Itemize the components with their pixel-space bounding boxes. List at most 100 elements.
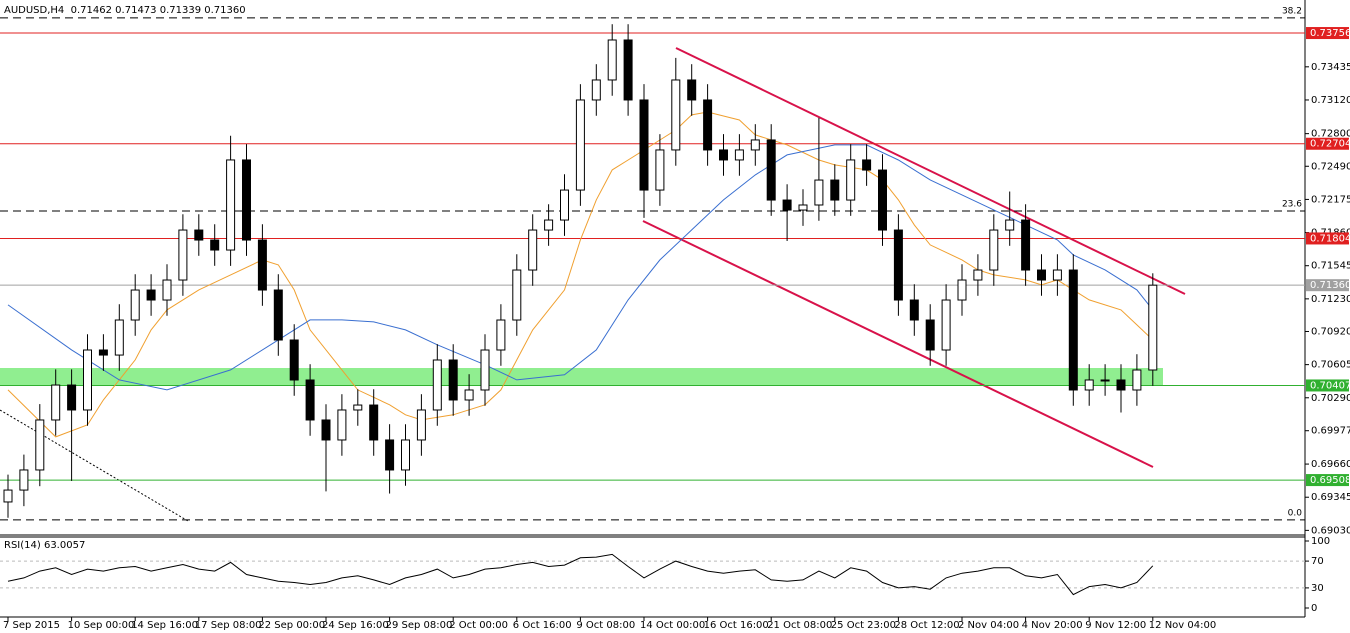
x-tick-label: 14 Sep 16:00 (131, 620, 198, 631)
y-tick-label: 0.72490 (1311, 161, 1350, 172)
candle-body (83, 349, 92, 411)
rsi-tick-label: 100 (1311, 536, 1330, 547)
candle-body (210, 239, 220, 251)
candle-body (591, 79, 601, 101)
candle-body (401, 439, 410, 471)
candle-body (830, 179, 840, 201)
candle-body (639, 99, 649, 191)
candle-body (257, 239, 267, 291)
candle-body (1021, 219, 1031, 271)
candle-body (734, 149, 744, 161)
candle-body (575, 99, 585, 191)
candle-body (114, 319, 124, 356)
y-tick-label: 0.69977 (1311, 426, 1350, 437)
candle-body (19, 469, 29, 491)
candle-body (671, 79, 681, 151)
x-tick-label: 29 Sep 08:00 (386, 620, 453, 631)
rsi-tick-label: 30 (1311, 583, 1324, 594)
y-tick-label: 0.70290 (1311, 393, 1350, 404)
chart-header: AUDUSD,H4 0.71462 0.71473 0.71339 0.7136… (4, 5, 246, 16)
price-label: 0.69508 (1310, 475, 1350, 486)
candle-body (703, 99, 713, 151)
candle-body (719, 149, 728, 161)
price-label-box (1306, 279, 1349, 292)
x-tick-label: 24 Sep 16:00 (322, 620, 389, 631)
candle-body (544, 219, 554, 231)
x-tick-label: 28 Oct 12:00 (894, 620, 959, 631)
price-label-box (1306, 474, 1349, 487)
candle-body (623, 39, 633, 101)
candle-body (98, 349, 108, 356)
x-tick-label: 9 Nov 12:00 (1085, 620, 1146, 631)
candle-body (814, 179, 824, 206)
x-tick-label: 17 Sep 08:00 (195, 620, 262, 631)
candle-body (925, 319, 935, 351)
candle-body (162, 279, 172, 301)
price-label: 0.73756 (1310, 28, 1350, 39)
candle-body (130, 289, 140, 321)
x-tick-label: 6 Oct 16:00 (513, 620, 572, 631)
support-zone (0, 368, 1163, 386)
candle-body (687, 79, 697, 101)
candle-body (1148, 284, 1158, 371)
candle-body (385, 439, 395, 471)
y-tick-label: 0.73120 (1311, 95, 1350, 106)
y-tick-label: 0.71545 (1311, 261, 1350, 272)
y-tick-label: 0.69345 (1311, 492, 1350, 503)
y-tick-label: 0.69030 (1311, 525, 1350, 536)
price-label-box (1306, 137, 1349, 150)
candle-body (1005, 219, 1015, 231)
candle-body (909, 299, 919, 321)
fib-label: 0.0 (1288, 508, 1303, 518)
candle-body (512, 269, 522, 321)
fib-label: 38.2 (1282, 6, 1302, 16)
candle-body (941, 299, 951, 351)
price-label-box (1306, 232, 1349, 245)
candle-body (337, 409, 347, 441)
candle-body (226, 159, 236, 251)
y-tick-label: 0.72800 (1311, 129, 1350, 140)
price-label: 0.70407 (1310, 380, 1350, 391)
y-tick-label: 0.70605 (1311, 360, 1350, 371)
x-tick-label: 2 Nov 04:00 (958, 620, 1019, 631)
candle-body (305, 379, 315, 421)
candle-body (3, 489, 13, 503)
channel-lower (642, 220, 1154, 468)
candle-body (432, 359, 442, 411)
candle-body (1116, 379, 1126, 391)
candle-body (1052, 269, 1062, 281)
candle-body (607, 39, 617, 81)
y-tick-label: 0.69660 (1311, 459, 1350, 470)
candle-body (893, 229, 903, 301)
candle-body (528, 229, 538, 271)
x-tick-label: 12 Nov 04:00 (1149, 620, 1216, 631)
candle-body (989, 229, 999, 271)
x-tick-label: 16 Oct 16:00 (704, 620, 769, 631)
rsi-tick-label: 0 (1311, 603, 1317, 614)
candle-body (496, 319, 506, 351)
x-tick-label: 25 Oct 23:00 (831, 620, 896, 631)
moving-average (7, 144, 1154, 391)
candle-body (878, 169, 887, 231)
candle-body (862, 159, 872, 171)
candle-body (194, 229, 204, 241)
y-tick-label: 0.71230 (1311, 294, 1350, 305)
candle-body (480, 349, 490, 391)
candle-body (973, 269, 983, 281)
price-label-box (1306, 27, 1349, 40)
candle-body (846, 159, 856, 201)
candle-body (1084, 379, 1094, 391)
candle-body (321, 419, 331, 441)
moving-average (7, 111, 1154, 438)
candle-body (750, 139, 760, 151)
x-tick-label: 9 Oct 08:00 (576, 620, 635, 631)
candle-body (35, 419, 45, 471)
candle-body (464, 389, 474, 401)
y-tick-label: 0.73435 (1311, 62, 1350, 73)
candle-body (146, 289, 156, 301)
price-label: 0.71804 (1310, 233, 1350, 244)
rsi-tick-label: 70 (1311, 556, 1324, 567)
price-label: 0.72704 (1310, 139, 1350, 150)
candle-body (560, 189, 569, 221)
candle-body (1037, 269, 1046, 281)
